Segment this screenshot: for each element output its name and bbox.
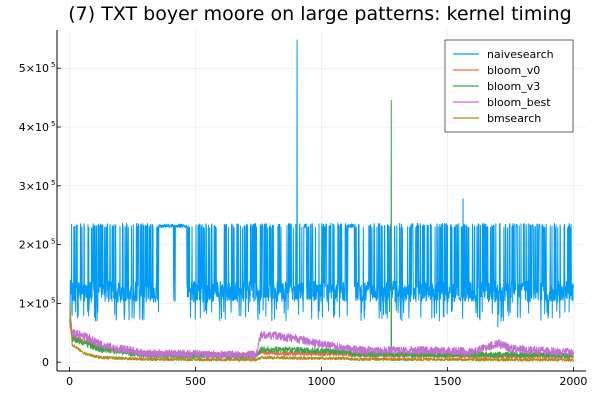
y-tick-label: 5×10 (19, 62, 49, 75)
series-line-bloom_v3 (69, 100, 574, 360)
x-tick-label: 2000 (559, 375, 587, 388)
series-line-bloom_best (69, 323, 574, 360)
x-tick-label: 1000 (308, 375, 336, 388)
series-line-bmsearch (69, 304, 574, 362)
y-tick-label: 2×10 (19, 239, 49, 252)
series-layer (69, 39, 574, 362)
y-tick-exponent: 5 (51, 120, 55, 128)
x-tick-label: 0 (66, 375, 73, 388)
x-tick-label: 500 (185, 375, 206, 388)
y-tick-exponent: 5 (51, 61, 55, 69)
y-tick-label: 3×10 (19, 180, 49, 193)
legend-label: bloom_best (487, 96, 551, 109)
y-tick-label: 0 (42, 356, 49, 369)
y-tick-exponent: 5 (51, 238, 55, 246)
legend-label: naivesearch (487, 48, 554, 61)
legend-label: bloom_v3 (487, 80, 540, 93)
y-tick-label: 1×10 (19, 297, 49, 310)
chart-title: (7) TXT boyer moore on large patterns: k… (68, 3, 571, 25)
series-line-naivesearch (69, 39, 574, 328)
legend-label: bloom_v0 (487, 64, 540, 77)
legend-label: bmsearch (487, 112, 541, 125)
y-tick-exponent: 5 (51, 179, 55, 187)
legend: naivesearch bloom_v0 bloom_v3 bloom_bestbms… (444, 39, 574, 133)
y-tick-exponent: 5 (51, 296, 55, 304)
x-tick-label: 1500 (433, 375, 461, 388)
y-tick-label: 4×10 (19, 121, 49, 134)
